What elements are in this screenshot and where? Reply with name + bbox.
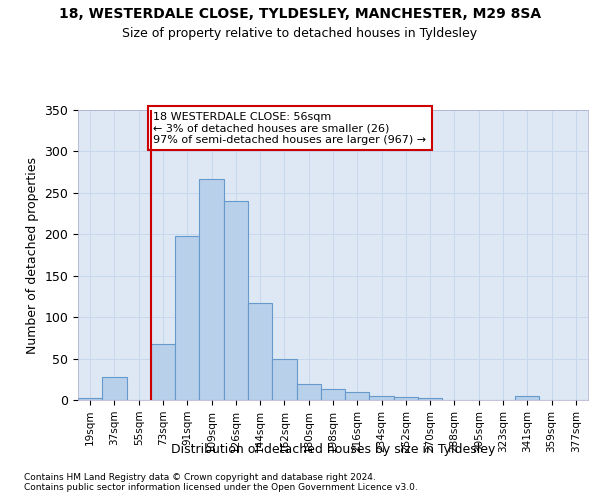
Bar [321,389,345,400]
Bar [418,398,442,400]
Bar [272,358,296,400]
Y-axis label: Number of detached properties: Number of detached properties [26,156,39,354]
Bar [515,396,539,400]
Bar [296,384,321,400]
Text: Contains HM Land Registry data © Crown copyright and database right 2024.: Contains HM Land Registry data © Crown c… [24,472,376,482]
Text: Contains public sector information licensed under the Open Government Licence v3: Contains public sector information licen… [24,484,418,492]
Text: Size of property relative to detached houses in Tyldesley: Size of property relative to detached ho… [122,28,478,40]
Bar [199,179,224,400]
Text: 18, WESTERDALE CLOSE, TYLDESLEY, MANCHESTER, M29 8SA: 18, WESTERDALE CLOSE, TYLDESLEY, MANCHES… [59,8,541,22]
Text: 18 WESTERDALE CLOSE: 56sqm
← 3% of detached houses are smaller (26)
97% of semi-: 18 WESTERDALE CLOSE: 56sqm ← 3% of detac… [153,112,427,145]
Bar [224,201,248,400]
Bar [248,303,272,400]
Bar [345,392,370,400]
Bar [102,377,127,400]
Bar [370,396,394,400]
Text: Distribution of detached houses by size in Tyldesley: Distribution of detached houses by size … [171,442,495,456]
Bar [394,396,418,400]
Bar [175,236,199,400]
Bar [78,398,102,400]
Bar [151,344,175,400]
